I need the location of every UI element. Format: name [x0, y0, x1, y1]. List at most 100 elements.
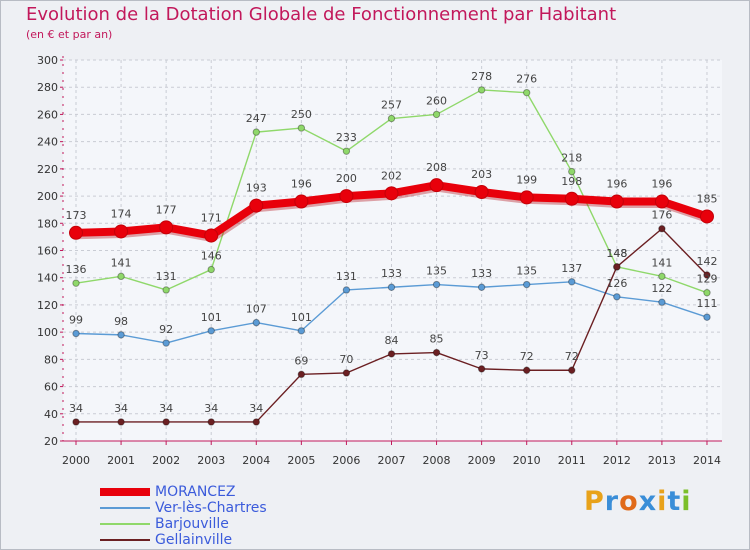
logo-letter: t: [667, 486, 682, 517]
data-label: 99: [69, 314, 83, 327]
series-layer: [69, 86, 714, 426]
data-point: [477, 283, 486, 291]
data-label: 202: [381, 169, 402, 182]
data-point: [477, 365, 486, 373]
series-gellainville: [72, 225, 711, 426]
legend-item: Ver-lès-Chartres: [100, 500, 267, 516]
data-label: 131: [156, 270, 177, 283]
legend-label: MORANCEZ: [155, 484, 236, 500]
legend-item: Gellainville: [100, 532, 267, 548]
data-point: [703, 313, 711, 321]
y-tick-label: 180: [37, 217, 58, 230]
legend: MORANCEZ Ver-lès-Chartres Barjouville Gella…: [100, 484, 267, 548]
data-label: 196: [606, 178, 627, 191]
data-label: 141: [111, 256, 132, 269]
data-point: [252, 318, 260, 327]
y-tick-label: 300: [37, 54, 58, 67]
data-label: 250: [291, 108, 312, 121]
data-label: 111: [696, 297, 717, 310]
data-label: 174: [111, 207, 132, 220]
data-point: [339, 189, 354, 204]
data-label: 72: [565, 350, 579, 363]
y-tick-label: 200: [37, 190, 58, 203]
data-point: [432, 280, 441, 289]
logo-letter: P: [584, 486, 605, 517]
data-label: 148: [606, 247, 627, 260]
data-label: 133: [381, 267, 402, 280]
data-point: [207, 265, 215, 274]
data-point: [297, 370, 306, 379]
legend-item: MORANCEZ: [100, 484, 267, 500]
data-point: [69, 225, 83, 240]
data-point: [703, 271, 711, 279]
data-label: 101: [291, 311, 312, 324]
x-tick-label: 2000: [62, 454, 90, 467]
chart-subtitle: (en € et par an): [26, 28, 113, 41]
y-tick-label: 160: [37, 245, 58, 258]
label-layer: 173 174 177 171 193 196 200 202 208 203 199 198 196 1…: [66, 70, 718, 415]
y-tick-label: 20: [44, 435, 58, 448]
data-point: [162, 286, 170, 294]
series-ver-l-s-chartres: [72, 278, 711, 347]
y-tick-label: 280: [37, 81, 58, 94]
x-tick-label: 2008: [423, 454, 451, 467]
data-point: [342, 147, 351, 155]
data-point: [207, 327, 215, 335]
data-point: [297, 124, 306, 132]
data-label: 193: [246, 182, 267, 195]
data-label: 135: [516, 265, 537, 278]
x-tick-label: 2009: [468, 454, 496, 467]
data-label: 136: [66, 263, 87, 276]
data-point: [162, 418, 170, 426]
x-tick-label: 2004: [242, 454, 270, 467]
data-label: 173: [66, 209, 87, 222]
data-point: [159, 220, 174, 235]
data-point: [658, 298, 666, 306]
y-tick-label: 240: [37, 136, 58, 149]
data-label: 196: [651, 178, 672, 191]
data-label: 203: [471, 168, 492, 181]
data-label: 85: [430, 333, 444, 346]
legend-label: Barjouville: [155, 516, 229, 532]
data-label: 177: [156, 203, 177, 216]
data-point: [204, 228, 219, 243]
data-point: [474, 184, 489, 199]
data-point: [72, 279, 80, 287]
data-point: [252, 128, 260, 136]
data-label: 257: [381, 99, 402, 112]
data-label: 135: [426, 265, 447, 278]
data-label: 276: [516, 73, 537, 86]
data-point: [342, 286, 351, 294]
data-point: [72, 329, 80, 338]
x-tick-label: 2005: [287, 454, 315, 467]
data-label: 171: [201, 212, 222, 225]
x-tick-label: 2013: [648, 454, 676, 467]
data-label: 278: [471, 70, 492, 83]
data-point: [568, 278, 576, 286]
data-point: [117, 331, 125, 339]
data-point: [72, 418, 80, 426]
legend-swatch: [100, 507, 150, 509]
data-label: 141: [651, 256, 672, 269]
x-tick-label: 2001: [107, 454, 135, 467]
data-point: [429, 178, 444, 193]
x-tick-label: 2012: [603, 454, 631, 467]
x-tick-label: 2014: [693, 454, 721, 467]
data-point: [207, 418, 215, 426]
data-point: [523, 366, 531, 374]
data-label: 133: [471, 267, 492, 280]
data-point: [117, 272, 125, 281]
data-point: [162, 339, 170, 347]
data-label: 185: [696, 192, 717, 205]
data-point: [432, 110, 441, 119]
data-point: [613, 263, 621, 271]
data-label: 208: [426, 161, 447, 174]
data-label: 70: [339, 353, 353, 366]
y-tick-label: 120: [37, 299, 58, 312]
data-label: 247: [246, 112, 267, 125]
data-label: 34: [249, 402, 263, 415]
data-label: 101: [201, 311, 222, 324]
data-point: [252, 418, 260, 426]
data-label: 122: [651, 282, 672, 295]
